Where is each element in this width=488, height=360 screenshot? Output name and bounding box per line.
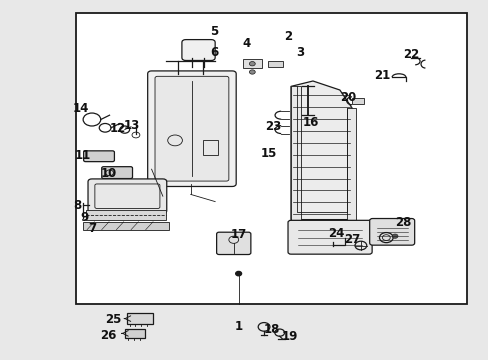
Circle shape xyxy=(391,234,397,238)
Text: 6: 6 xyxy=(210,46,218,59)
Bar xyxy=(124,329,145,338)
Text: 9: 9 xyxy=(80,211,88,224)
Text: 22: 22 xyxy=(402,48,418,61)
Bar xyxy=(203,140,217,155)
Polygon shape xyxy=(290,86,300,220)
Polygon shape xyxy=(290,81,351,220)
Text: 25: 25 xyxy=(105,313,122,326)
Text: 13: 13 xyxy=(123,119,140,132)
Text: 2: 2 xyxy=(284,30,292,42)
Text: 28: 28 xyxy=(394,216,411,229)
FancyBboxPatch shape xyxy=(88,179,166,213)
Polygon shape xyxy=(351,98,364,104)
Text: 20: 20 xyxy=(339,91,356,104)
Text: 4: 4 xyxy=(243,37,250,50)
Text: 16: 16 xyxy=(302,116,318,129)
Text: 3: 3 xyxy=(296,46,304,59)
FancyBboxPatch shape xyxy=(369,219,414,245)
Text: 1: 1 xyxy=(234,320,242,333)
Text: 24: 24 xyxy=(327,227,344,240)
Bar xyxy=(83,222,168,230)
Text: 7: 7 xyxy=(88,222,96,235)
Circle shape xyxy=(249,70,255,74)
Text: 15: 15 xyxy=(260,147,277,159)
Text: 18: 18 xyxy=(263,323,279,336)
FancyBboxPatch shape xyxy=(216,232,250,255)
Text: 12: 12 xyxy=(109,122,125,135)
Circle shape xyxy=(249,62,255,66)
Text: 14: 14 xyxy=(72,102,89,115)
Text: 11: 11 xyxy=(75,149,91,162)
Bar xyxy=(85,210,166,220)
FancyBboxPatch shape xyxy=(182,40,215,60)
Text: 19: 19 xyxy=(281,330,297,343)
Text: 26: 26 xyxy=(100,329,117,342)
Text: 8: 8 xyxy=(73,199,81,212)
FancyBboxPatch shape xyxy=(83,151,114,162)
Text: 23: 23 xyxy=(264,120,281,133)
Text: 21: 21 xyxy=(373,69,390,82)
Bar xyxy=(243,59,261,68)
Polygon shape xyxy=(290,220,355,225)
Text: 5: 5 xyxy=(210,25,218,38)
Bar xyxy=(127,313,152,324)
FancyBboxPatch shape xyxy=(287,220,371,254)
FancyBboxPatch shape xyxy=(147,71,236,186)
Text: 10: 10 xyxy=(100,167,117,180)
Bar xyxy=(76,13,466,304)
FancyBboxPatch shape xyxy=(102,167,132,179)
Text: 17: 17 xyxy=(230,228,246,241)
Polygon shape xyxy=(346,108,355,220)
Bar xyxy=(267,61,282,67)
Text: 27: 27 xyxy=(343,233,360,246)
Circle shape xyxy=(235,271,241,276)
FancyBboxPatch shape xyxy=(155,76,228,181)
